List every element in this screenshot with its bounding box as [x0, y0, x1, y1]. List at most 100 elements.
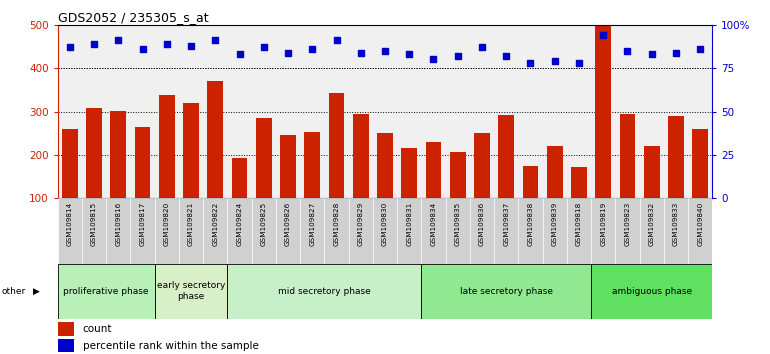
Text: GSM109823: GSM109823	[624, 201, 631, 246]
Text: GSM109817: GSM109817	[139, 201, 146, 246]
Text: GSM109827: GSM109827	[310, 201, 315, 246]
Text: GSM109830: GSM109830	[382, 201, 388, 246]
Text: GSM109814: GSM109814	[67, 201, 73, 246]
Point	[112, 38, 125, 43]
Bar	[688, 198, 712, 264]
Bar	[640, 198, 664, 264]
Bar	[421, 264, 591, 319]
Text: GSM109822: GSM109822	[213, 201, 219, 246]
Text: GSM109825: GSM109825	[261, 201, 266, 246]
Text: ▶: ▶	[33, 287, 40, 296]
Bar	[58, 264, 155, 319]
Bar	[227, 198, 252, 264]
Bar	[252, 198, 276, 264]
Bar	[377, 133, 393, 198]
Bar	[397, 198, 421, 264]
Point	[548, 58, 561, 64]
Text: proliferative phase: proliferative phase	[63, 287, 149, 296]
Bar	[644, 146, 660, 198]
Text: GSM109826: GSM109826	[285, 201, 291, 246]
Point	[427, 57, 440, 62]
Bar	[349, 198, 373, 264]
Bar	[232, 158, 247, 198]
Text: GSM109831: GSM109831	[407, 201, 412, 246]
Point	[379, 48, 391, 53]
Bar	[155, 264, 227, 319]
Point	[209, 38, 222, 43]
Bar	[692, 129, 708, 198]
Point	[306, 46, 319, 52]
Bar	[518, 198, 543, 264]
Bar	[547, 146, 563, 198]
Text: GSM109837: GSM109837	[504, 201, 509, 246]
Text: GSM109828: GSM109828	[333, 201, 340, 246]
Bar	[474, 133, 490, 198]
Bar	[179, 198, 203, 264]
Point	[161, 41, 173, 47]
Bar	[446, 198, 470, 264]
Point	[597, 32, 609, 38]
Text: late secretory phase: late secretory phase	[460, 287, 553, 296]
Text: GDS2052 / 235305_s_at: GDS2052 / 235305_s_at	[58, 11, 209, 24]
Bar	[58, 322, 74, 336]
Bar	[62, 129, 78, 198]
Bar	[353, 114, 369, 198]
Bar	[110, 111, 126, 198]
Point	[330, 38, 343, 43]
Bar	[155, 198, 179, 264]
Point	[403, 51, 415, 57]
Point	[282, 50, 294, 55]
Bar	[401, 148, 417, 198]
Text: GSM109833: GSM109833	[673, 201, 679, 246]
Bar	[256, 118, 272, 198]
Text: GSM109819: GSM109819	[600, 201, 606, 246]
Text: GSM109820: GSM109820	[164, 201, 170, 246]
Text: GSM109821: GSM109821	[188, 201, 194, 246]
Bar	[276, 198, 300, 264]
Text: GSM109834: GSM109834	[430, 201, 437, 246]
Bar	[58, 198, 82, 264]
Text: GSM109840: GSM109840	[697, 201, 703, 246]
Text: GSM109829: GSM109829	[358, 201, 363, 246]
Point	[694, 46, 706, 52]
Bar	[207, 81, 223, 198]
Bar	[203, 198, 227, 264]
Text: GSM109835: GSM109835	[455, 201, 460, 246]
Text: GSM109824: GSM109824	[236, 201, 243, 246]
Bar	[571, 167, 587, 198]
Point	[233, 51, 246, 57]
Text: GSM109838: GSM109838	[527, 201, 534, 246]
Bar	[183, 103, 199, 198]
Bar	[426, 142, 441, 198]
Bar	[304, 132, 320, 198]
Point	[573, 60, 585, 66]
Point	[645, 51, 658, 57]
Bar	[106, 198, 130, 264]
Bar	[329, 93, 344, 198]
Bar	[58, 339, 74, 352]
Bar	[595, 25, 611, 198]
Bar	[421, 198, 446, 264]
Text: GSM109816: GSM109816	[116, 201, 122, 246]
Point	[88, 41, 100, 47]
Bar	[280, 135, 296, 198]
Point	[476, 45, 488, 50]
Bar	[324, 198, 349, 264]
Point	[451, 53, 464, 59]
Text: early secretory
phase: early secretory phase	[157, 281, 226, 301]
Text: GSM109815: GSM109815	[91, 201, 97, 246]
Text: other: other	[2, 287, 25, 296]
Bar	[543, 198, 567, 264]
Point	[670, 50, 682, 55]
Bar	[591, 198, 615, 264]
Bar	[82, 198, 106, 264]
Bar	[86, 108, 102, 198]
Bar	[523, 166, 538, 198]
Bar	[498, 115, 514, 198]
Bar	[135, 127, 150, 198]
Bar	[470, 198, 494, 264]
Bar	[373, 198, 397, 264]
Text: GSM109832: GSM109832	[648, 201, 654, 246]
Point	[185, 43, 197, 48]
Bar	[300, 198, 324, 264]
